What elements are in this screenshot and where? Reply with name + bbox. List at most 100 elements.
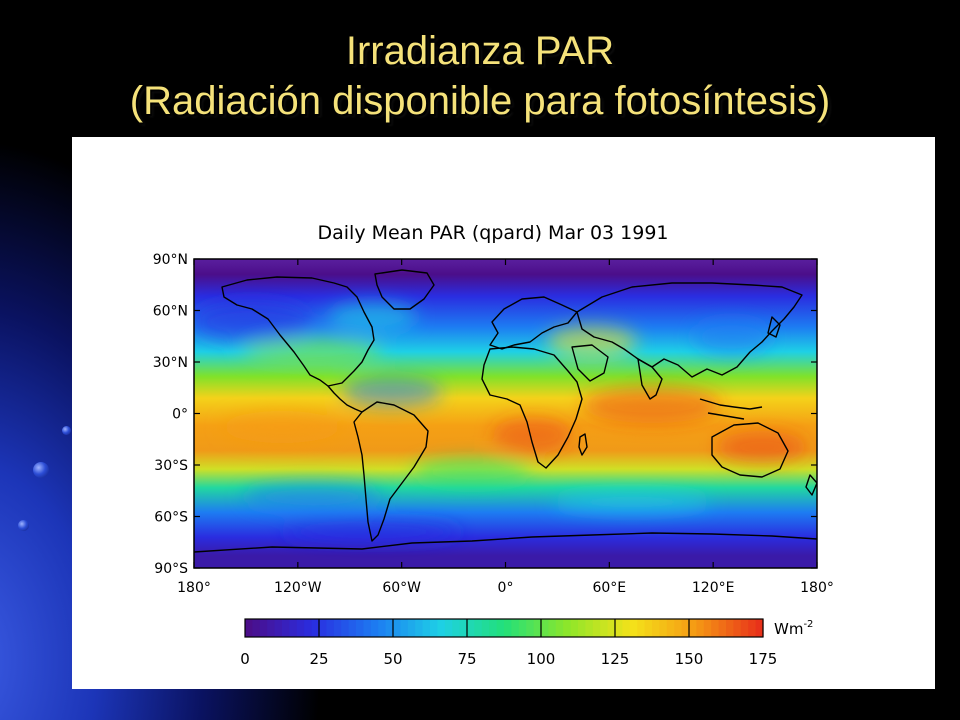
colorbar-cell xyxy=(533,619,542,637)
slide-title-line-1: Irradianza PAR xyxy=(345,29,615,73)
slide-title-line-2: (Radiación disponible para fotosíntesis) xyxy=(129,79,831,123)
colorbar-tick-label: 50 xyxy=(383,650,402,668)
colorbar-cell xyxy=(666,619,675,637)
map-plot-area xyxy=(193,258,818,569)
colorbar-cell xyxy=(326,619,335,637)
decorative-orb xyxy=(62,426,71,435)
colorbar-cell xyxy=(467,619,475,637)
colorbar-cell xyxy=(748,619,757,637)
map-title: Daily Mean PAR (qpard) Mar 03 1991 xyxy=(317,222,668,244)
colorbar-cell xyxy=(422,619,431,637)
colorbar-cell xyxy=(311,619,320,637)
lat-tick-marks xyxy=(194,258,817,569)
colorbar-cell xyxy=(356,619,364,637)
lat-label: 90°S xyxy=(154,561,188,577)
coastline-australia xyxy=(711,422,789,478)
colorbar-cell xyxy=(563,619,572,637)
colorbar-cell xyxy=(600,619,609,637)
colorbar-cell xyxy=(689,619,697,637)
colorbar-cell xyxy=(252,619,261,637)
colorbar-cell xyxy=(518,619,527,637)
colorbar-cell xyxy=(245,619,253,637)
colorbar-cell xyxy=(415,619,424,637)
colorbar-cell xyxy=(504,619,512,637)
lon-label: 120°W xyxy=(274,580,322,596)
colorbar-cell xyxy=(607,619,616,637)
coastline-indonesia xyxy=(699,398,763,420)
decorative-orb xyxy=(18,520,29,531)
colorbar-tick-label: 0 xyxy=(240,650,250,668)
colorbar-cell xyxy=(703,619,712,637)
lon-label: 60°W xyxy=(382,580,421,596)
colorbar-cell xyxy=(259,619,268,637)
colorbar-cell xyxy=(592,619,601,637)
colorbar-cell xyxy=(393,619,401,637)
coastlines xyxy=(194,269,817,553)
coastline-madagascar xyxy=(578,433,588,456)
colorbar-cell xyxy=(652,619,660,637)
colorbar-cell xyxy=(282,619,290,637)
coastline-antarctica xyxy=(194,532,817,553)
colorbar-cell xyxy=(674,619,683,637)
colorbar-cell xyxy=(430,619,438,637)
lon-axis-labels: 180° 120°W 60°W 0° 60°E 120°E 180° xyxy=(177,580,834,596)
colorbar-cell xyxy=(578,619,586,637)
lat-label: 90°N xyxy=(153,252,188,268)
coastline-central-america xyxy=(327,385,363,413)
colorbar-cell xyxy=(622,619,631,637)
lon-label: 180° xyxy=(800,580,834,596)
colorbar-cell xyxy=(452,619,461,637)
colorbar-cell xyxy=(526,619,535,637)
colorbar-cell xyxy=(681,619,690,637)
colorbar-tick-labels: 0 25 50 75 100 125 150 175 xyxy=(240,650,777,668)
colorbar-frame xyxy=(244,618,764,638)
coastline-asia xyxy=(576,282,803,378)
coastline-south-america xyxy=(353,401,429,542)
colorbar-cell xyxy=(363,619,372,637)
coastline-greenland xyxy=(374,269,435,310)
colorbar-cell xyxy=(711,619,720,637)
colorbar-cell xyxy=(718,619,727,637)
colorbar-cell xyxy=(733,619,742,637)
colorbar-cell xyxy=(333,619,342,637)
slide-title: Irradianza PAR (Radiación disponible par… xyxy=(0,26,960,126)
lat-axis-labels: 90°N 60°N 30°N 0° 30°S 60°S 90°S xyxy=(153,252,188,577)
lon-label: 0° xyxy=(498,580,514,596)
par-map-figure: Daily Mean PAR (qpard) Mar 03 1991 xyxy=(72,137,935,689)
colorbar-cell xyxy=(296,619,305,637)
colorbar-cell xyxy=(407,619,416,637)
colorbar-cell xyxy=(341,619,350,637)
colorbar-cell xyxy=(481,619,490,637)
coastline-africa xyxy=(481,346,583,469)
colorbar-cell xyxy=(615,619,623,637)
colorbar-cells xyxy=(245,619,764,637)
colorbar-cell xyxy=(437,619,446,637)
decorative-orb xyxy=(33,462,49,478)
colorbar-cell xyxy=(726,619,734,637)
colorbar-cell xyxy=(400,619,409,637)
colorbar-cell xyxy=(637,619,646,637)
par-map-svg: Daily Mean PAR (qpard) Mar 03 1991 xyxy=(153,222,834,668)
lat-label: 30°N xyxy=(153,355,188,371)
lon-label: 120°E xyxy=(692,580,735,596)
coastline-arabia xyxy=(571,344,609,382)
colorbar-cell xyxy=(541,619,549,637)
coastline-north-america xyxy=(221,276,375,387)
colorbar-cell xyxy=(319,619,327,637)
colorbar-cell xyxy=(289,619,298,637)
colorbar-tick-label: 125 xyxy=(601,650,630,668)
colorbar-ticks xyxy=(318,619,690,637)
coastline-india xyxy=(637,358,663,400)
coastline-new-zealand xyxy=(805,474,817,496)
colorbar-tick-label: 100 xyxy=(527,650,556,668)
colorbar-cell xyxy=(740,619,749,637)
colorbar-unit-base: Wm xyxy=(774,620,803,638)
colorbar-cell xyxy=(348,619,357,637)
colorbar-cell xyxy=(755,619,764,637)
colorbar-cell xyxy=(548,619,557,637)
lon-tick-marks xyxy=(193,259,818,568)
lat-label: 60°S xyxy=(154,510,188,526)
colorbar-tick-label: 150 xyxy=(675,650,704,668)
colorbar-cell xyxy=(378,619,387,637)
